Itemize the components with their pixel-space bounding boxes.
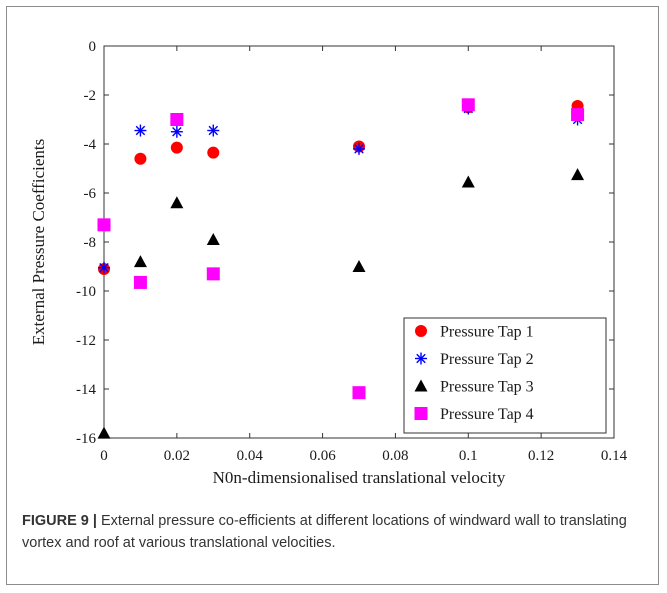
- data-point-tap-4: [206, 267, 220, 281]
- data-point-tap-4: [352, 386, 366, 400]
- y-tick-label: -14: [76, 382, 96, 398]
- data-point-tap-1: [134, 152, 147, 165]
- data-point-tap-1: [207, 146, 220, 159]
- data-point-tap-2: [134, 124, 147, 137]
- y-tick-label: -16: [76, 431, 96, 447]
- legend-label-tap-4: Pressure Tap 4: [440, 406, 534, 423]
- y-tick-label: -4: [84, 137, 97, 153]
- data-point-tap-3: [206, 233, 220, 246]
- x-tick-label: 0.02: [164, 448, 190, 464]
- data-point-tap-3: [97, 426, 111, 439]
- y-tick-label: -6: [84, 186, 97, 202]
- figure-caption: FIGURE 9 | External pressure co-efficien…: [22, 510, 642, 554]
- x-tick-label: 0.06: [309, 448, 336, 464]
- x-axis-title: N0n-dimensionalised translational veloci…: [213, 468, 506, 487]
- data-point-tap-2: [207, 124, 220, 137]
- x-tick-label: 0.14: [601, 448, 628, 464]
- scatter-chart: 0 0.02 0.04 0.06 0.08 0.1 0.12 0.14 0 -2 -4 -6 -8 -10…: [29, 39, 628, 487]
- data-point-tap-3: [461, 175, 475, 188]
- legend-label-tap-1: Pressure Tap 1: [440, 324, 534, 341]
- y-tick-label: -12: [76, 333, 96, 349]
- y-tick-label: -10: [76, 284, 96, 300]
- data-point-tap-3: [170, 196, 184, 209]
- data-point-tap-4: [133, 275, 147, 289]
- y-tick-label: 0: [89, 39, 97, 55]
- legend-marker-tap-3: [414, 379, 428, 392]
- x-tick-label: 0.08: [382, 448, 408, 464]
- data-point-tap-3: [352, 260, 366, 272]
- legend: Pressure Tap 1 Pressure Tap 2 Pressure Tap…: [403, 317, 607, 434]
- y-tick-label: -2: [84, 88, 97, 104]
- data-point-tap-1: [170, 141, 183, 154]
- x-tick-label: 0.1: [459, 448, 478, 464]
- y-tick-label: -8: [84, 235, 97, 251]
- data-point-tap-4: [461, 98, 475, 112]
- caption-text: External pressure co-efficients at diffe…: [22, 513, 627, 551]
- series-tap-3: [97, 168, 585, 439]
- data-marks: [97, 98, 585, 439]
- legend-label-tap-3: Pressure Tap 3: [440, 379, 534, 396]
- data-point-tap-2: [170, 125, 183, 138]
- legend-box: [403, 317, 607, 434]
- x-tick-label: 0.04: [237, 448, 264, 464]
- legend-marker-tap-4: [414, 407, 428, 420]
- x-tick-label: 0.12: [528, 448, 554, 464]
- x-tick-label: 0: [100, 448, 108, 464]
- legend-marker-tap-2: [415, 352, 427, 365]
- series-tap-4: [97, 98, 585, 400]
- data-point-tap-4: [97, 218, 111, 232]
- legend-marker-tap-1: [415, 325, 427, 337]
- data-point-tap-2: [353, 142, 365, 155]
- data-point-tap-2: [98, 261, 110, 274]
- data-point-tap-4: [170, 113, 184, 126]
- data-point-tap-3: [133, 255, 147, 268]
- axis-ticks: 0 0.02 0.04 0.06 0.08 0.1 0.12 0.14 0 -2 -4 -6 -8 -10…: [76, 39, 628, 464]
- data-point-tap-3: [571, 168, 585, 181]
- caption-label: FIGURE 9 |: [22, 513, 97, 529]
- legend-label-tap-2: Pressure Tap 2: [440, 351, 534, 368]
- y-axis-title: External Pressure Coefficients: [29, 139, 48, 345]
- data-point-tap-4: [571, 108, 585, 122]
